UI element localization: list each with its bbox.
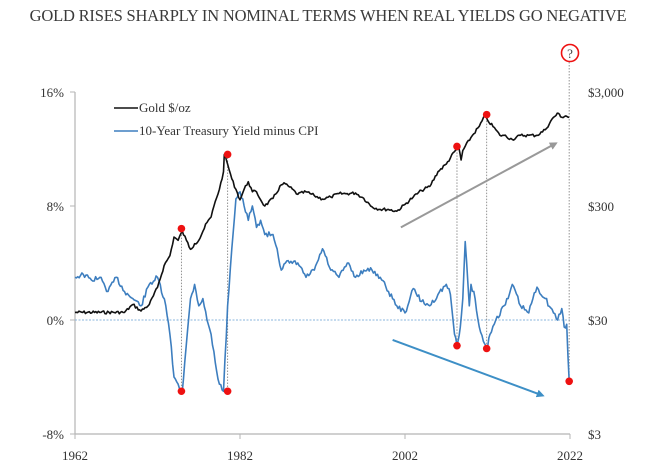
question-marker-circle (560, 43, 580, 63)
y-right-tick-label: $30 (588, 313, 608, 328)
yield-trough-marker (565, 377, 573, 386)
series-line-real-yield (74, 191, 570, 393)
legend-label-gold: Gold $/oz (139, 100, 191, 115)
y-tick-marks (70, 91, 75, 435)
gold-peak-marker (482, 110, 491, 119)
y-left-tick-label: 0% (47, 313, 65, 328)
x-tick-label: 2022 (557, 448, 583, 463)
x-tick-label: 1982 (227, 448, 253, 463)
gold-peak-marker (453, 142, 461, 151)
chart-title: GOLD RISES SHARPLY IN NOMINAL TERMS WHEN… (29, 6, 627, 25)
y-left-tick-label: -8% (42, 427, 64, 442)
y-left-tick-label: 8% (47, 199, 65, 214)
gold-uptrend-arrow (400, 142, 558, 229)
x-tick-label: 2002 (392, 448, 418, 463)
series-line-gold (74, 112, 570, 315)
yield-trough-marker (453, 341, 461, 350)
y-left-tick-label: 16% (40, 85, 64, 100)
y-right-tick-label: $300 (588, 199, 614, 214)
yield-downtrend-arrow (392, 339, 545, 398)
x-tick-marks (74, 434, 571, 439)
y-right-tick-label: $3 (588, 427, 601, 442)
question-marker-text: ? (567, 46, 573, 61)
yield-trough-marker (177, 387, 186, 396)
x-tick-label: 1962 (62, 448, 88, 463)
yield-trough-marker (482, 344, 491, 353)
y-right-tick-label: $3,000 (588, 85, 624, 100)
gold-peak-marker (177, 224, 186, 233)
gold-peak-marker (223, 150, 232, 159)
legend-label-real-yield: 10-Year Treasury Yield minus CPI (139, 123, 319, 138)
yield-trough-marker (223, 387, 232, 396)
